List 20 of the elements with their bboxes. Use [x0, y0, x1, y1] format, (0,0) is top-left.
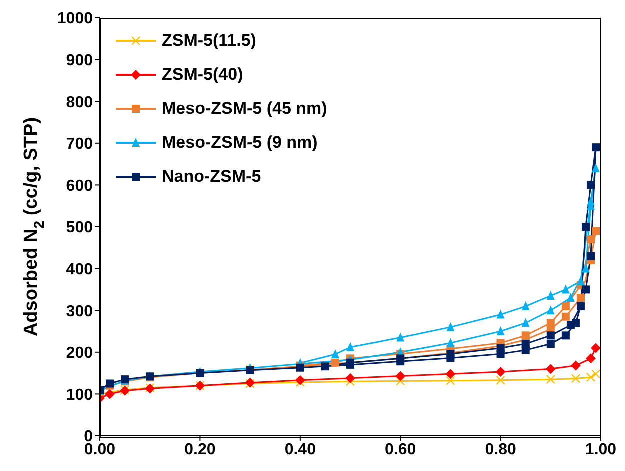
y-tick-label: 500: [66, 220, 94, 237]
x-tick-label: 1.00: [585, 441, 617, 458]
y-tick-label: 600: [66, 178, 94, 195]
y-tick-label: 800: [66, 94, 94, 112]
y-tick-label: 900: [66, 52, 94, 70]
y-tick-label: 300: [66, 303, 94, 320]
x-tick-label: 0.40: [284, 441, 316, 458]
legend-label: ZSM-5(40): [162, 65, 244, 85]
legend-label: Nano-ZSM-5: [162, 167, 262, 187]
x-tick-label: 0.80: [485, 441, 516, 458]
y-tick-label: 1000: [57, 10, 94, 28]
legend-label: Meso-ZSM-5 (9 nm): [162, 133, 318, 153]
y-tick-label: 200: [66, 345, 94, 362]
x-tick-label: 0.20: [184, 441, 216, 458]
y-tick-label: 100: [66, 386, 94, 404]
y-tick-label: 700: [66, 136, 94, 154]
legend-label: Meso-ZSM-5 (45 nm): [162, 99, 328, 119]
y-tick-label: 400: [66, 261, 94, 278]
legend-label: ZSM-5(11.5): [162, 31, 256, 51]
x-tick-label: 0.60: [385, 441, 416, 458]
